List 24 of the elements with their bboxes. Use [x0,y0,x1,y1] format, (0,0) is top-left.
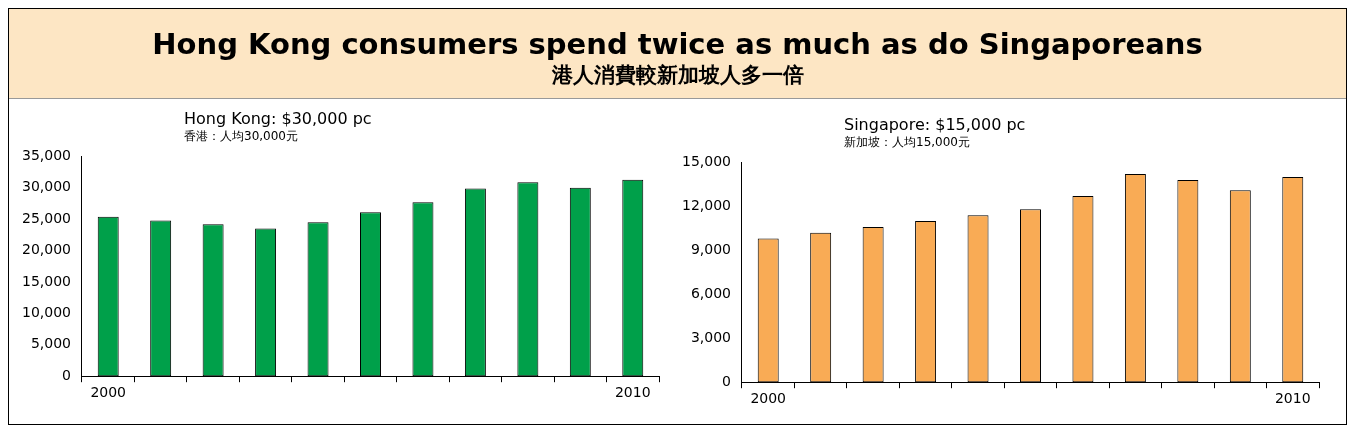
y-tick-label: 30,000 [21,178,71,195]
chart-subtitle: 新加坡：人均15,000元 [844,134,971,151]
text: 港人消費較新加坡人多一倍 [550,62,805,89]
y-tick-label: 6,000 [690,284,731,301]
y-tick-label: 3,000 [690,328,731,345]
y-tick-label: 15,000 [21,272,71,289]
y-tick-label: 0 [722,372,731,389]
chart-subtitle: 香港：人均30,000元 [184,128,299,145]
y-tick-label: 5,000 [30,335,71,352]
y-tick-label: 10,000 [21,304,71,321]
x-tick-label: 2000 [90,384,127,401]
y-tick-label: 35,000 [21,147,71,164]
y-tick-label: 12,000 [681,197,731,213]
y-tick-label: 0 [62,366,71,383]
y-tick-label: 20,000 [21,241,71,258]
x-tick-label: 2000 [750,390,787,407]
y-tick-label: 15,000 [681,153,731,170]
x-tick-label: 2010 [1274,390,1311,407]
y-tick-label: 25,000 [21,209,71,226]
x-tick-label: 2010 [614,384,651,401]
text: Hong Kong consumers spend twice as much as do Singaporeans [151,27,1204,61]
chart-title: Singapore: $15,000 pc [844,115,1027,134]
y-tick-label: 9,000 [690,240,731,257]
chart-title: Hong Kong: $30,000 pc [184,109,373,128]
